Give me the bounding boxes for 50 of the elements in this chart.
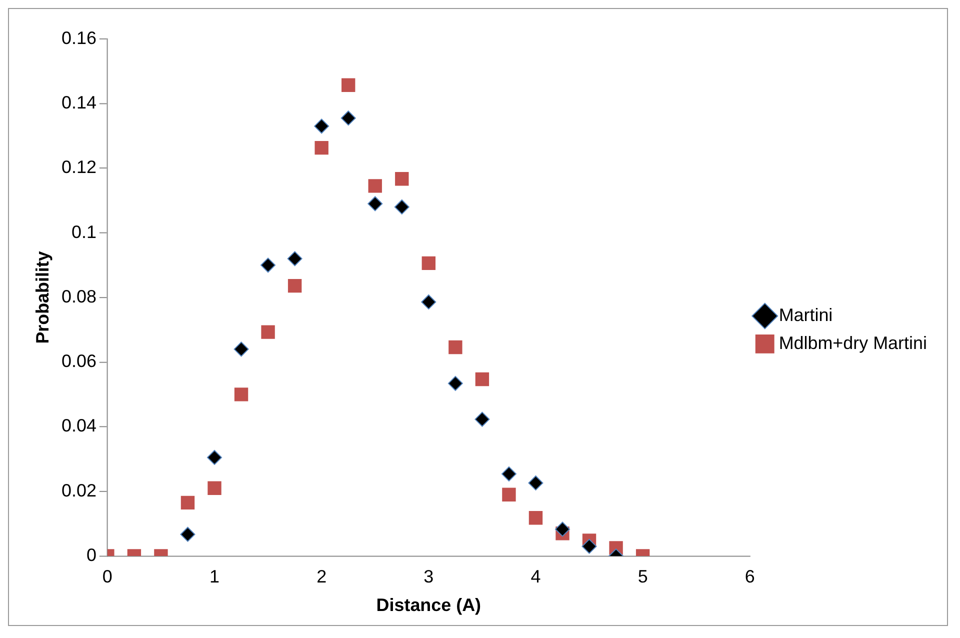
x-tick-label: 0	[102, 566, 112, 587]
y-tick-label: 0.1	[71, 222, 96, 242]
x-tick-label: 5	[638, 566, 648, 587]
y-tick-label: 0.12	[62, 157, 96, 178]
point	[340, 110, 356, 126]
y-axis-title: Probability	[32, 251, 53, 344]
point	[287, 251, 302, 266]
y-tick-label: 0.02	[62, 480, 96, 500]
point	[474, 412, 490, 427]
point	[528, 511, 543, 525]
point	[422, 256, 436, 270]
y-tick-label: 0	[86, 544, 96, 565]
point	[261, 325, 275, 339]
x-tick-label: 6	[744, 566, 755, 587]
point	[368, 179, 382, 193]
x-tick-label: 1	[210, 566, 220, 587]
point	[448, 340, 462, 354]
point	[234, 342, 249, 357]
y-tick-label: 0.14	[62, 92, 96, 112]
y-tick-label: 0.16	[62, 28, 96, 48]
y-tick-label: 0.08	[62, 286, 96, 306]
y-tick-label: 0.06	[62, 351, 96, 372]
point	[180, 526, 196, 542]
point	[207, 450, 222, 465]
point	[314, 140, 328, 155]
legend-label: Martini	[778, 304, 833, 325]
point	[394, 199, 410, 214]
point	[502, 488, 516, 502]
point	[555, 522, 570, 537]
point	[475, 372, 490, 386]
point	[582, 538, 597, 554]
point	[260, 258, 276, 273]
x-tick-label: 2	[316, 566, 327, 587]
point	[448, 376, 463, 391]
point	[341, 78, 356, 92]
point	[368, 196, 383, 212]
point	[528, 476, 544, 490]
point	[421, 294, 436, 310]
x-tick-label: 4	[530, 566, 541, 587]
legend-label: Mdlbm+dry Martini	[778, 332, 927, 353]
point	[395, 172, 409, 186]
point	[288, 278, 302, 293]
x-axis-title: Distance (A)	[376, 595, 482, 616]
point	[501, 466, 516, 482]
point	[314, 118, 330, 134]
x-tick-label: 3	[424, 566, 434, 587]
point	[208, 481, 222, 495]
point	[234, 388, 248, 402]
y-tick-label: 0.04	[62, 416, 96, 436]
point	[180, 496, 195, 510]
